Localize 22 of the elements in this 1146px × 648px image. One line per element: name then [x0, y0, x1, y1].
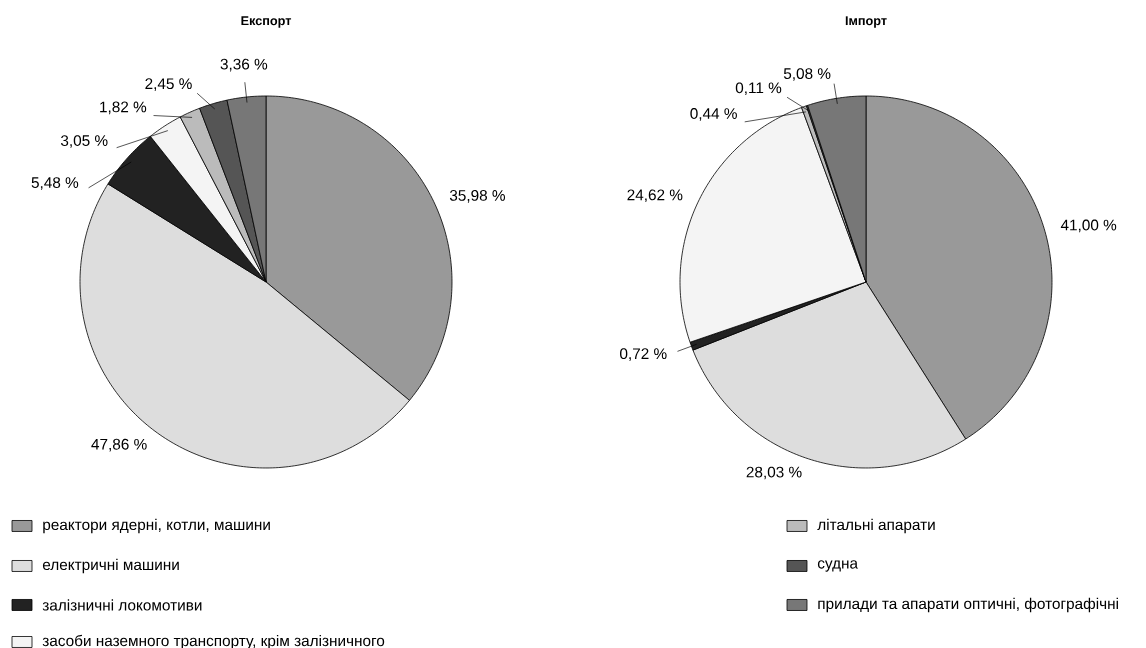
- data-label: 5,08 %: [783, 68, 831, 81]
- legend-label: прилади та апарати оптичні, фотографічні: [818, 597, 1118, 613]
- data-label: 41,00 %: [1060, 219, 1117, 233]
- chart-title: Експорт: [241, 16, 292, 28]
- data-label: 0,11 %: [735, 82, 782, 96]
- data-label: 28,03 %: [746, 466, 802, 480]
- data-label: 0,72 %: [620, 348, 667, 361]
- data-label: 35,98 %: [449, 190, 506, 203]
- legend-label: реактори ядерні, котли, машини: [43, 518, 270, 534]
- data-label: 3,36 %: [220, 58, 268, 72]
- chart-title: Імпорт: [845, 16, 887, 28]
- data-label: 24,62 %: [627, 189, 683, 203]
- legend-label: залізничні локомотиви: [42, 599, 202, 611]
- data-label: 5,48 %: [31, 177, 79, 190]
- data-label: 1,82 %: [100, 101, 147, 115]
- data-label: 0,44 %: [690, 108, 737, 121]
- data-label: 47,86 %: [91, 438, 147, 452]
- legend-label: судна: [817, 560, 859, 572]
- data-label: 3,05 %: [60, 135, 108, 148]
- data-label: 2,45 %: [145, 78, 192, 91]
- legend-label: електричні машини: [42, 558, 179, 574]
- legend-label: літальні апарати: [817, 518, 935, 534]
